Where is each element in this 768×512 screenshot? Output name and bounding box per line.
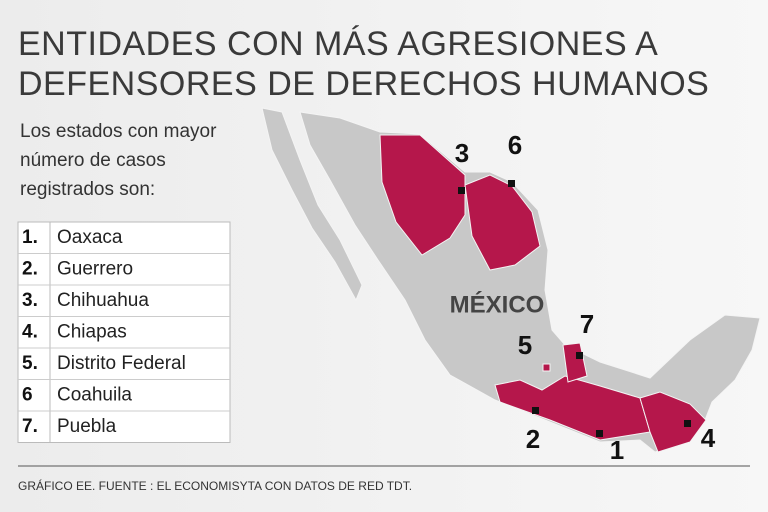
state-name: Chihuahua [57, 290, 149, 311]
map-marker-label: 2 [526, 424, 540, 454]
rank: 4. [22, 321, 38, 342]
rank: 5. [22, 353, 38, 374]
state-name: Guerrero [57, 258, 133, 279]
rank: 6 [22, 384, 33, 405]
title-line: ENTIDADES CON MÁS AGRESIONES A [18, 25, 658, 63]
marker-dot [596, 430, 603, 437]
title-line: DEFENSORES DE DERECHOS HUMANOS [18, 65, 709, 103]
rank: 1. [22, 227, 38, 248]
rank: 2. [22, 258, 38, 279]
marker-dot [684, 420, 691, 427]
map [261, 107, 761, 453]
marker-dot [458, 187, 465, 194]
map-marker-label: 6 [508, 130, 522, 160]
state-name: Oaxaca [57, 227, 123, 248]
marker-dot [508, 180, 515, 187]
state-name: Distrito Federal [57, 353, 186, 374]
chiapas [639, 391, 707, 453]
map-marker-label: 3 [455, 138, 469, 168]
chihuahua [379, 134, 466, 256]
state-name: Chiapas [57, 321, 127, 342]
map-marker-label: 4 [701, 423, 716, 453]
state-list: 1. Oaxaca 2. Guerrero 3. Chihuahua 4. Chiapas 5.… [17, 221, 231, 443]
state-name: Puebla [57, 416, 117, 437]
header: ENTIDADES CON MÁS AGRESIONES ADEFENSORES… [18, 25, 709, 200]
subtitle-line: registrados son: [20, 179, 155, 200]
subtitle-line: número de casos [20, 150, 166, 171]
distrito-federal [542, 363, 551, 372]
marker-dot [532, 407, 539, 414]
map-marker-label: 7 [580, 309, 594, 339]
marker-dots [458, 180, 691, 437]
subtitle-line: Los estados con mayor [20, 121, 217, 142]
state-name: Coahuila [57, 384, 132, 405]
coahuila [464, 174, 541, 271]
markers: 3 6 5 7 2 1 4 [455, 130, 716, 465]
map-marker-label: 5 [518, 330, 532, 360]
map-marker-label: 1 [610, 435, 624, 465]
rank: 7. [22, 416, 38, 437]
country-label: MÉXICO [450, 290, 545, 318]
baja-california [261, 107, 363, 302]
rank: 3. [22, 290, 38, 311]
marker-dot [576, 352, 583, 359]
list-frame [17, 221, 231, 443]
source: GRÁFICO EE. FUENTE : EL ECONOMISYTA CON … [18, 478, 412, 493]
